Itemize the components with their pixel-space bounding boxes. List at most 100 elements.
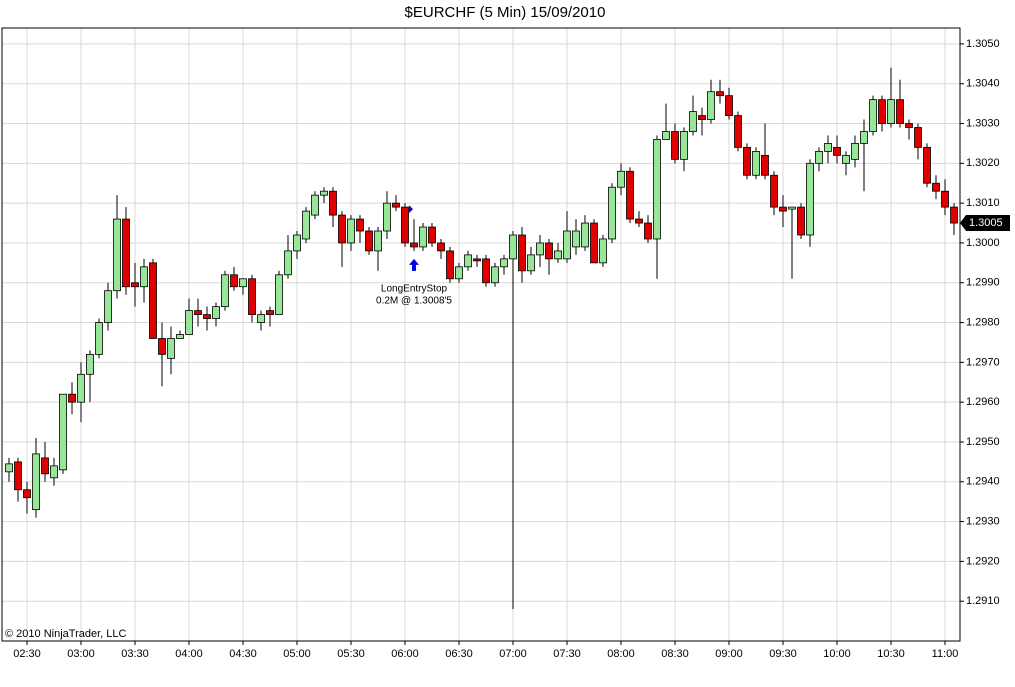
candle-body [293,234,301,252]
y-tick-label: 1.3040 [966,78,1000,90]
candle-body [482,258,490,284]
candle-body [311,194,319,216]
candle-body [194,310,202,315]
candle-body [518,234,526,272]
candle-body [122,218,130,288]
candle-body [653,139,661,240]
candle-body [401,206,409,244]
candle-body [230,274,238,288]
candle-body [446,250,454,280]
candle-body [428,226,436,244]
y-tick-label: 1.2980 [966,316,1000,328]
candle-body [500,258,508,268]
candle-body [815,150,823,164]
candle-body [707,91,715,120]
candle-body [644,222,652,240]
y-tick-label: 1.3050 [966,38,1000,50]
candle-body [842,154,850,164]
y-tick-label: 1.2940 [966,476,1000,488]
x-tick-label: 07:00 [499,648,527,660]
candle-body [59,393,67,471]
candle-body [797,206,805,236]
candle-body [626,170,634,220]
candle-body [545,242,553,260]
candle-body [590,222,598,264]
copyright: © 2010 NinjaTrader, LLC [5,628,126,640]
last-price-label: 1.3005 [969,217,1003,229]
candle-body [383,202,391,232]
candle-body [203,314,211,319]
candle-body [32,453,40,511]
candle-body [14,461,22,491]
candle-body [419,226,427,248]
candle-body [770,174,778,208]
annotation-text: LongEntryStop [381,284,448,295]
candle-body [131,282,139,288]
candle-body [167,338,175,359]
candle-body [527,254,535,272]
x-tick-label: 06:00 [391,648,419,660]
candle-body [581,222,589,248]
candle-body [68,393,76,403]
plot-frame [1,27,961,642]
candle-body [5,463,13,473]
candle-body [716,91,724,97]
candles [5,67,958,610]
candle-body [806,162,814,236]
candle-body [914,127,922,148]
candle-body [896,99,904,124]
candle-body [536,242,544,256]
candle-body [671,131,679,160]
candle-body [932,182,940,192]
candle-body [833,147,841,156]
candle-body [221,274,229,308]
y-tick-label: 1.3030 [966,117,1000,129]
candle-body [113,218,121,292]
y-tick-label: 1.2970 [966,356,1000,368]
candle-body [761,154,769,176]
candle-body [104,290,112,323]
candle-body [680,131,688,160]
candle-body [878,99,886,124]
candle-body [725,95,733,116]
candle-body [779,206,787,212]
y-tick-label: 1.3020 [966,157,1000,169]
x-tick-label: 10:30 [877,648,905,660]
candle-body [41,457,49,475]
candle-body [941,190,949,208]
candle-body [617,170,625,188]
candle-body [212,306,220,319]
y-tick-label: 1.2990 [966,277,1000,289]
candle-body [158,338,166,355]
entry-marker [409,205,413,214]
x-tick-label: 10:00 [823,648,851,660]
y-tick-label: 1.3010 [966,197,1000,209]
candle-body [752,150,760,176]
candle-body [284,250,292,276]
x-tick-label: 09:00 [715,648,743,660]
candle-body [302,210,310,240]
candle-body [950,206,958,224]
candle-body [869,99,877,132]
candle-body [635,218,643,224]
candle-body [554,250,562,260]
y-tick-label: 1.2930 [966,515,1000,527]
candle-body [734,115,742,148]
candle-body [23,489,31,499]
x-tick-label: 02:30 [13,648,41,660]
candle-body [329,190,337,216]
candle-body [248,278,256,315]
y-tick-label: 1.2920 [966,555,1000,567]
candle-body [788,206,796,210]
candle-body [95,322,103,355]
candle-body [743,147,751,176]
candle-body [572,230,580,248]
candle-body [923,147,931,184]
candle-body [266,310,274,315]
candle-body [824,143,832,152]
candle-body [491,266,499,284]
candle-body [599,238,607,264]
candle-body [608,186,616,240]
candle-body [455,266,463,280]
